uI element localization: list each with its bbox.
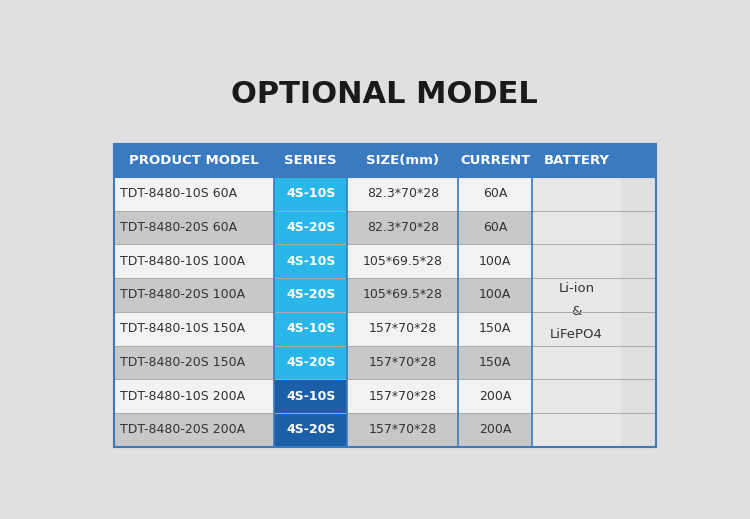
Bar: [114, 211, 274, 244]
Bar: [458, 278, 532, 312]
Text: 60A: 60A: [483, 187, 507, 200]
Bar: [114, 244, 274, 278]
Bar: [458, 346, 532, 379]
Text: 4S-10S: 4S-10S: [286, 390, 335, 403]
Bar: [114, 413, 274, 447]
Text: TDT-8480-20S 100A: TDT-8480-20S 100A: [120, 289, 245, 302]
Bar: [347, 244, 458, 278]
Text: 4S-10S: 4S-10S: [286, 255, 335, 268]
Bar: [347, 346, 458, 379]
Bar: [274, 346, 347, 379]
Text: 105*69.5*28: 105*69.5*28: [363, 255, 442, 268]
Bar: [347, 211, 458, 244]
Text: 200A: 200A: [479, 424, 512, 436]
Text: 100A: 100A: [479, 255, 512, 268]
Text: 150A: 150A: [479, 356, 512, 369]
Text: 157*70*28: 157*70*28: [369, 356, 437, 369]
Text: SERIES: SERIES: [284, 154, 337, 167]
Text: 82.3*70*28: 82.3*70*28: [367, 221, 439, 234]
Bar: [114, 312, 274, 346]
Text: TDT-8480-20S 60A: TDT-8480-20S 60A: [120, 221, 237, 234]
Bar: [347, 379, 458, 413]
Bar: [458, 211, 532, 244]
Text: 150A: 150A: [479, 322, 512, 335]
Text: 4S-20S: 4S-20S: [286, 289, 335, 302]
Text: PRODUCT MODEL: PRODUCT MODEL: [129, 154, 259, 167]
Bar: [458, 413, 532, 447]
Bar: [114, 177, 274, 211]
Bar: [274, 312, 347, 346]
Text: TDT-8480-10S 100A: TDT-8480-10S 100A: [120, 255, 245, 268]
Bar: [274, 278, 347, 312]
Text: Li-ion
&
LiFePO4: Li-ion & LiFePO4: [550, 282, 603, 342]
Text: 157*70*28: 157*70*28: [369, 390, 437, 403]
Text: TDT-8480-20S 150A: TDT-8480-20S 150A: [120, 356, 245, 369]
Bar: [114, 346, 274, 379]
Text: TDT-8480-10S 60A: TDT-8480-10S 60A: [120, 187, 237, 200]
Bar: [114, 379, 274, 413]
Text: 105*69.5*28: 105*69.5*28: [363, 289, 442, 302]
Bar: [458, 177, 532, 211]
Text: CURRENT: CURRENT: [460, 154, 530, 167]
Bar: [458, 244, 532, 278]
Text: TDT-8480-10S 150A: TDT-8480-10S 150A: [120, 322, 245, 335]
Text: 157*70*28: 157*70*28: [369, 322, 437, 335]
Bar: [274, 211, 347, 244]
Text: 4S-10S: 4S-10S: [286, 187, 335, 200]
Text: TDT-8480-20S 200A: TDT-8480-20S 200A: [120, 424, 245, 436]
Text: BATTERY: BATTERY: [544, 154, 610, 167]
Text: 60A: 60A: [483, 221, 507, 234]
Bar: [114, 278, 274, 312]
Bar: [458, 379, 532, 413]
Bar: [274, 244, 347, 278]
Bar: [274, 379, 347, 413]
Bar: [347, 177, 458, 211]
Text: 100A: 100A: [479, 289, 512, 302]
Bar: [114, 144, 656, 177]
Bar: [347, 413, 458, 447]
Text: 4S-10S: 4S-10S: [286, 322, 335, 335]
Text: 4S-20S: 4S-20S: [286, 356, 335, 369]
Text: 200A: 200A: [479, 390, 512, 403]
Text: 157*70*28: 157*70*28: [369, 424, 437, 436]
Text: OPTIONAL MODEL: OPTIONAL MODEL: [231, 80, 538, 109]
Text: TDT-8480-10S 200A: TDT-8480-10S 200A: [120, 390, 245, 403]
Text: 4S-20S: 4S-20S: [286, 221, 335, 234]
Bar: [532, 177, 621, 447]
Bar: [347, 312, 458, 346]
Text: SIZE(mm): SIZE(mm): [366, 154, 440, 167]
Bar: [458, 312, 532, 346]
Text: 82.3*70*28: 82.3*70*28: [367, 187, 439, 200]
Text: 4S-20S: 4S-20S: [286, 424, 335, 436]
Bar: [347, 278, 458, 312]
Bar: [274, 413, 347, 447]
Bar: [274, 177, 347, 211]
